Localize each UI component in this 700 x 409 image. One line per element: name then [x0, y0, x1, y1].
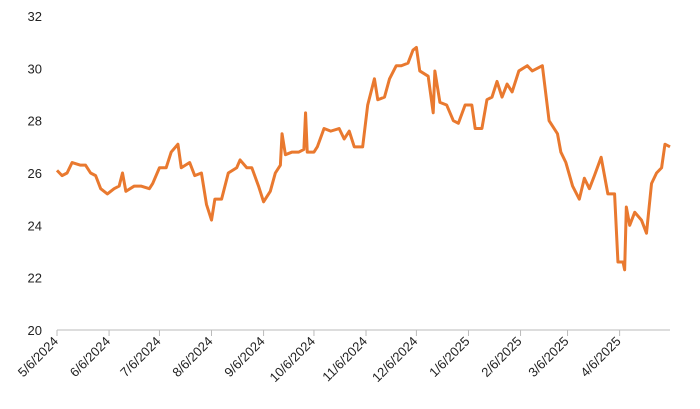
x-tick-label: 12/6/2024: [369, 334, 421, 386]
x-tick-label: 4/6/2025: [577, 334, 623, 380]
x-tick-label: 10/6/2024: [267, 334, 319, 386]
line-series: [55, 45, 671, 272]
y-tick-label: 20: [28, 323, 42, 338]
y-tick-label: 28: [28, 114, 42, 129]
x-tick-label: 5/6/2024: [15, 334, 61, 380]
x-tick-label: 8/6/2024: [169, 334, 215, 380]
y-tick-label: 22: [28, 271, 42, 286]
x-tick-label: 9/6/2024: [221, 334, 267, 380]
x-tick-label: 2/6/2025: [478, 334, 524, 380]
y-tick-label: 30: [28, 61, 42, 76]
y-tick-label: 24: [28, 218, 42, 233]
y-tick-label: 32: [28, 9, 42, 24]
x-tick-label: 6/6/2024: [67, 334, 113, 380]
x-tick-label: 3/6/2025: [525, 334, 571, 380]
x-tick-label: 7/6/2024: [117, 334, 163, 380]
y-tick-label: 26: [28, 166, 42, 181]
x-tick-label: 1/6/2025: [426, 334, 472, 380]
x-tick-label: 11/6/2024: [319, 334, 370, 385]
